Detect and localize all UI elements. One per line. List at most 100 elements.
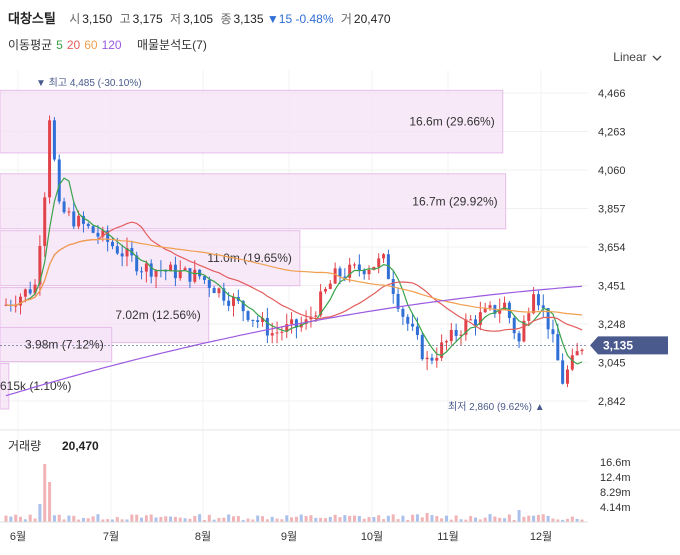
x-tick-label: 10월	[361, 530, 383, 543]
candle-body	[19, 296, 23, 306]
y-tick-label: 3,451	[598, 281, 626, 293]
volume-profile-label[interactable]: 매물분석도(7)	[136, 38, 207, 52]
volume-bar	[57, 514, 61, 522]
volume-bar	[96, 514, 100, 522]
y-tick-label: 3,045	[598, 358, 626, 370]
candle-body	[169, 264, 173, 272]
candle-body	[23, 289, 27, 297]
candle-body	[52, 120, 56, 160]
candle-body	[231, 297, 235, 306]
candle-body	[193, 269, 197, 282]
candle-body	[498, 309, 502, 314]
volume-bar	[551, 518, 555, 522]
min-price-label: 최저 2,860 (9.62%) ▲	[448, 401, 545, 413]
candle-body	[420, 334, 424, 360]
candle-body	[551, 329, 555, 335]
volume-bar	[314, 517, 318, 522]
candle-body	[222, 288, 226, 301]
candle-body	[77, 215, 81, 227]
candle-body	[435, 357, 439, 361]
candle-body	[261, 318, 265, 322]
volume-bar	[246, 518, 250, 522]
volume-bar	[110, 519, 114, 522]
volume-bar	[299, 514, 303, 522]
volume-bar	[294, 516, 298, 522]
volume-bar	[135, 514, 139, 522]
change-percent: -0.48%	[295, 12, 334, 26]
volume-bar	[169, 516, 173, 522]
candle-body	[546, 308, 550, 330]
candle-body	[343, 276, 347, 278]
candle-body	[353, 264, 357, 266]
volume-bar	[304, 515, 308, 522]
volume-bar	[536, 514, 540, 522]
candle-body	[357, 264, 361, 271]
candle-body	[367, 269, 371, 275]
candle-body	[449, 329, 453, 342]
candle-body	[91, 226, 95, 233]
volume-bar	[280, 519, 284, 522]
volume-bar	[231, 516, 235, 522]
volume-bar	[469, 516, 473, 522]
volume-bar	[125, 519, 129, 522]
volume-title: 거래량	[8, 439, 41, 453]
volume-bar	[454, 515, 458, 522]
volume-bar	[144, 515, 148, 522]
candle-body	[14, 305, 18, 307]
volume-bar	[4, 515, 8, 522]
candle-body	[483, 307, 487, 313]
candle-body	[140, 271, 144, 273]
scale-toggle[interactable]: Linear	[613, 50, 662, 64]
chevron-down-icon	[652, 55, 662, 61]
candle-body	[62, 201, 66, 213]
candle-body	[285, 324, 289, 332]
candle-body	[532, 294, 536, 314]
volume-bar	[159, 516, 163, 522]
low-value: 3,105	[183, 12, 214, 26]
candle-body	[459, 334, 463, 336]
candle-body	[33, 284, 37, 294]
volume-bar	[333, 514, 337, 522]
volume-bar	[565, 518, 569, 522]
candle-body	[348, 264, 352, 278]
volume-bar	[33, 518, 37, 522]
volume-bar	[77, 519, 81, 522]
max-price-label: ▼ 최고 4,485 (-30.10%)	[36, 77, 142, 89]
candle-body	[38, 245, 42, 285]
volume-bar	[338, 517, 342, 522]
stock-name: 대창스틸	[8, 11, 56, 26]
volume-bar	[149, 514, 153, 522]
volume-bar	[183, 518, 187, 522]
volume-bar	[498, 517, 502, 522]
candle-body	[440, 342, 444, 358]
volume-bar	[357, 515, 361, 522]
candle-body	[406, 316, 410, 324]
volume-bar	[464, 519, 468, 522]
candle-body	[425, 357, 429, 360]
volume-profile-bar	[0, 89, 504, 154]
volume-bar	[575, 518, 579, 522]
volume-bar	[362, 518, 366, 522]
y-tick-label: 3,857	[598, 204, 626, 216]
candle-body	[527, 313, 531, 321]
candle-body	[43, 197, 47, 246]
moving-average-legend[interactable]: 이동평균 5 20 60 120 매물분석도(7)	[8, 36, 211, 53]
volume-bar	[517, 510, 521, 522]
candle-body	[67, 211, 71, 213]
volume-tick-label: 8.29m	[600, 487, 631, 499]
candle-body	[377, 258, 381, 267]
volume-bar	[382, 519, 386, 522]
candle-body	[86, 223, 90, 227]
volume-bar	[67, 515, 71, 522]
volume-bar	[507, 514, 511, 522]
change-value: 15	[278, 12, 293, 26]
candle-body	[149, 263, 153, 277]
volume-bar	[425, 513, 429, 522]
volume-bar	[386, 515, 390, 522]
volume-bar	[72, 515, 76, 522]
candle-body	[202, 276, 206, 280]
volume-bar	[377, 515, 381, 522]
candle-body	[125, 248, 129, 257]
candle-body	[81, 215, 85, 224]
